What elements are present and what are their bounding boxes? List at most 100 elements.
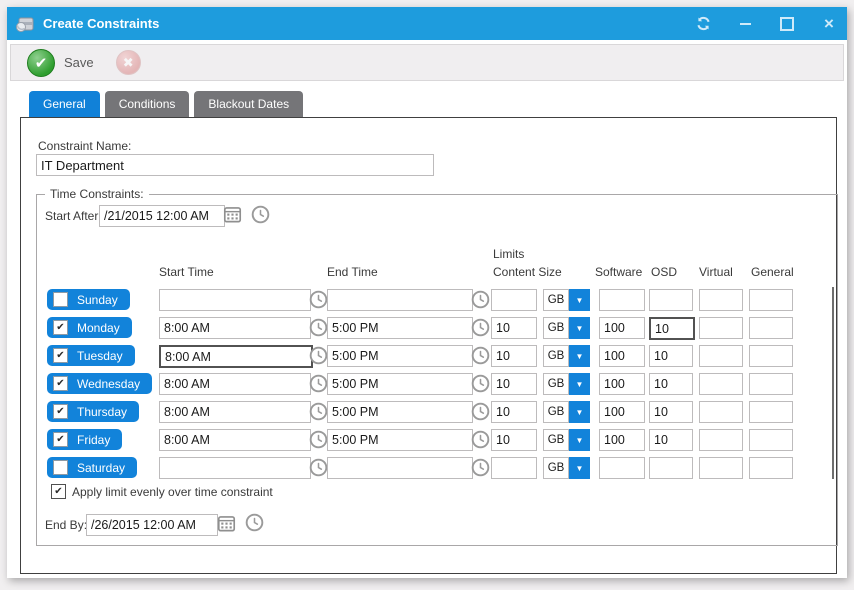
close-button[interactable]: × <box>819 14 839 34</box>
tuesday-day-button[interactable]: Tuesday <box>47 345 135 366</box>
thursday-start-time-input[interactable] <box>159 401 311 423</box>
thursday-content-size-input[interactable] <box>491 401 537 423</box>
sunday-osd-input[interactable] <box>649 289 693 311</box>
wednesday-virtual-input[interactable] <box>699 373 743 395</box>
thursday-osd-input[interactable] <box>649 401 693 423</box>
tuesday-end-time-input[interactable] <box>327 345 473 367</box>
tab-blackout-dates[interactable]: Blackout Dates <box>194 91 304 117</box>
unit-dropdown-button[interactable]: ▼ <box>569 429 590 451</box>
end-time-clock-button[interactable] <box>471 458 490 477</box>
friday-start-time-input[interactable] <box>159 429 311 451</box>
thursday-software-input[interactable] <box>599 401 645 423</box>
unit-value[interactable] <box>543 373 569 395</box>
start-time-clock-button[interactable] <box>309 318 328 337</box>
unit-value[interactable] <box>543 317 569 339</box>
monday-day-button[interactable]: Monday <box>47 317 132 338</box>
tab-conditions[interactable]: Conditions <box>104 91 190 117</box>
wednesday-content-size-input[interactable] <box>491 373 537 395</box>
end-by-clock-button[interactable] <box>245 513 264 532</box>
start-time-clock-button[interactable] <box>309 402 328 421</box>
end-by-input[interactable] <box>86 514 218 536</box>
friday-day-button[interactable]: Friday <box>47 429 123 450</box>
unit-value[interactable] <box>543 401 569 423</box>
sunday-day-button[interactable]: Sunday <box>47 289 130 310</box>
unit-dropdown-button[interactable]: ▼ <box>569 373 590 395</box>
tuesday-software-input[interactable] <box>599 345 645 367</box>
start-after-clock-button[interactable] <box>251 205 270 224</box>
saturday-virtual-input[interactable] <box>699 457 743 479</box>
unit-dropdown-button[interactable]: ▼ <box>569 317 590 339</box>
thursday-end-time-input[interactable] <box>327 401 473 423</box>
refresh-button[interactable] <box>693 14 713 34</box>
save-button[interactable]: ✔ Save <box>27 48 94 77</box>
tuesday-checkbox[interactable] <box>53 348 68 363</box>
friday-virtual-input[interactable] <box>699 429 743 451</box>
monday-software-input[interactable] <box>599 317 645 339</box>
unit-dropdown-button[interactable]: ▼ <box>569 457 590 479</box>
sunday-checkbox[interactable] <box>53 292 68 307</box>
friday-checkbox[interactable] <box>53 432 68 447</box>
minimize-button[interactable] <box>735 14 755 34</box>
unit-value[interactable] <box>543 289 569 311</box>
start-after-input[interactable] <box>99 205 225 227</box>
end-time-clock-button[interactable] <box>471 374 490 393</box>
tuesday-virtual-input[interactable] <box>699 345 743 367</box>
thursday-general-input[interactable] <box>749 401 793 423</box>
saturday-general-input[interactable] <box>749 457 793 479</box>
monday-virtual-input[interactable] <box>699 317 743 339</box>
sunday-end-time-input[interactable] <box>327 289 473 311</box>
saturday-content-size-input[interactable] <box>491 457 537 479</box>
sunday-content-size-input[interactable] <box>491 289 537 311</box>
friday-osd-input[interactable] <box>649 429 693 451</box>
wednesday-general-input[interactable] <box>749 373 793 395</box>
start-time-clock-button[interactable] <box>309 346 328 365</box>
unit-dropdown-button[interactable]: ▼ <box>569 401 590 423</box>
end-time-clock-button[interactable] <box>471 430 490 449</box>
saturday-start-time-input[interactable] <box>159 457 311 479</box>
start-time-clock-button[interactable] <box>309 290 328 309</box>
monday-osd-input[interactable] <box>649 317 695 340</box>
unit-value[interactable] <box>543 429 569 451</box>
wednesday-osd-input[interactable] <box>649 373 693 395</box>
friday-general-input[interactable] <box>749 429 793 451</box>
end-time-clock-button[interactable] <box>471 402 490 421</box>
thursday-day-button[interactable]: Thursday <box>47 401 140 422</box>
start-after-calendar-button[interactable] <box>223 205 242 224</box>
saturday-end-time-input[interactable] <box>327 457 473 479</box>
wednesday-checkbox[interactable] <box>53 376 68 391</box>
monday-end-time-input[interactable] <box>327 317 473 339</box>
start-time-clock-button[interactable] <box>309 430 328 449</box>
monday-general-input[interactable] <box>749 317 793 339</box>
start-time-clock-button[interactable] <box>309 374 328 393</box>
friday-content-size-input[interactable] <box>491 429 537 451</box>
sunday-virtual-input[interactable] <box>699 289 743 311</box>
saturday-osd-input[interactable] <box>649 457 693 479</box>
thursday-virtual-input[interactable] <box>699 401 743 423</box>
friday-software-input[interactable] <box>599 429 645 451</box>
monday-checkbox[interactable] <box>53 320 68 335</box>
wednesday-software-input[interactable] <box>599 373 645 395</box>
unit-value[interactable] <box>543 345 569 367</box>
wednesday-day-button[interactable]: Wednesday <box>47 373 153 394</box>
tab-general[interactable]: General <box>29 91 100 117</box>
sunday-general-input[interactable] <box>749 289 793 311</box>
friday-end-time-input[interactable] <box>327 429 473 451</box>
maximize-button[interactable] <box>777 14 797 34</box>
end-time-clock-button[interactable] <box>471 318 490 337</box>
sunday-start-time-input[interactable] <box>159 289 311 311</box>
thursday-checkbox[interactable] <box>53 404 68 419</box>
end-time-clock-button[interactable] <box>471 290 490 309</box>
wednesday-start-time-input[interactable] <box>159 373 311 395</box>
start-time-clock-button[interactable] <box>309 458 328 477</box>
apply-evenly-checkbox[interactable] <box>51 484 66 499</box>
saturday-checkbox[interactable] <box>53 460 68 475</box>
tuesday-general-input[interactable] <box>749 345 793 367</box>
day-rows-scrollbar[interactable] <box>832 287 834 479</box>
saturday-software-input[interactable] <box>599 457 645 479</box>
tuesday-osd-input[interactable] <box>649 345 693 367</box>
tuesday-start-time-input[interactable] <box>159 345 313 368</box>
end-time-clock-button[interactable] <box>471 346 490 365</box>
constraint-name-input[interactable] <box>36 154 434 176</box>
saturday-day-button[interactable]: Saturday <box>47 457 138 478</box>
unit-dropdown-button[interactable]: ▼ <box>569 289 590 311</box>
